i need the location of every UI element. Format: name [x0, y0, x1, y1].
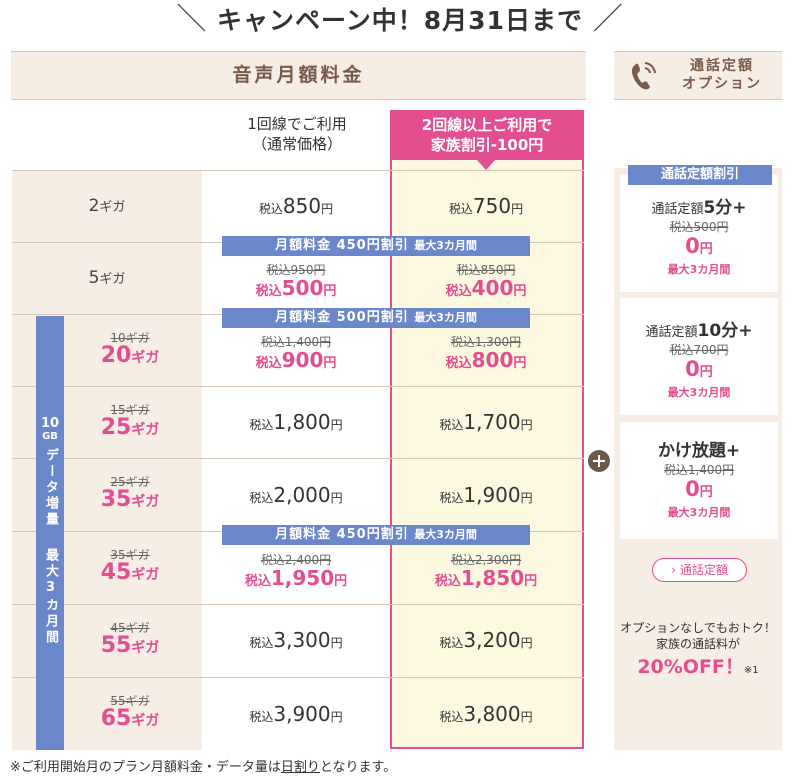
price-20gb-single: 税込900円 — [255, 348, 337, 372]
price-25gb-single: 税込1,800円 — [249, 410, 343, 434]
family-discount-column — [390, 160, 584, 749]
footnote-text: ※ご利用開始月のプラン月額料金・データ量は — [10, 760, 281, 775]
price-55gb-single: 税込3,300円 — [249, 628, 343, 652]
price-2gb-single: 税込850円 — [258, 194, 334, 218]
price-45gb-single: 税込1,950円 — [244, 566, 348, 590]
campaign-banner: ＼ キャンペーン中！8月31日まで ／ — [0, 0, 800, 42]
row-divider — [12, 458, 584, 459]
call-option-title: 通話定額 オプション — [666, 57, 778, 93]
single-line-header-line2: （通常価格） — [251, 135, 342, 153]
plan-65gb-label: 65ギガ — [100, 706, 160, 731]
row-divider — [12, 386, 584, 387]
promo-line2: 家族の通話料が — [655, 637, 740, 651]
option-10min-note: 最大3カ月間 — [667, 386, 731, 399]
plan-2gb-label: 2ギガ — [88, 196, 126, 216]
footnote: ※ご利用開始月のプラン月額料金・データ量は日割りとなります。 — [10, 756, 396, 775]
voice-monthly-fee-header: 音声月額料金 — [11, 51, 586, 100]
old-price-20gb-family: 税込1,300円 — [450, 335, 522, 349]
sidebar-gb: GB — [42, 431, 58, 442]
call-discount-badge: 通話定額割引 — [628, 165, 772, 185]
option-unlimited-title: かけ放題+ — [657, 441, 741, 461]
old-gb-45: 35ギガ — [110, 548, 150, 562]
plan-35gb-label: 35ギガ — [100, 487, 160, 512]
price-55gb-family: 税込3,200円 — [439, 628, 533, 652]
price-20gb-family: 税込800円 — [445, 348, 527, 372]
old-gb-35: 25ギガ — [110, 475, 150, 489]
sidebar-data-increase: データ増量 — [43, 448, 58, 528]
call-option-link-label: 通話定額 — [679, 563, 728, 577]
discount-450-banner-2: 月額料金 450円割引 最大3カ月間 — [222, 525, 530, 545]
row-divider — [12, 604, 584, 605]
option-10min-title: 通話定額10分+ — [645, 321, 753, 341]
option-10min-old-price: 税込700円 — [669, 343, 729, 357]
footnote-text-end: となります。 — [319, 760, 397, 775]
price-65gb-family: 税込3,800円 — [439, 702, 533, 726]
call-option-title-line1: 通話定額 — [690, 58, 754, 74]
plan-20gb-label: 20ギガ — [100, 343, 160, 368]
plus-icon — [588, 450, 610, 472]
option-unlimited-note: 最大3カ月間 — [667, 506, 731, 519]
option-card-unlimited: かけ放題+ 税込1,400円 0円 最大3カ月間 — [620, 422, 778, 539]
banner-slash-right: ／ — [592, 2, 624, 37]
old-price-5gb-single: 税込950円 — [266, 263, 326, 277]
option-5min-price: 0円 — [685, 234, 713, 258]
call-option-header: 通話定額 オプション — [614, 51, 782, 100]
discount-500-banner: 月額料金 500円割引 最大3カ月間 — [222, 308, 530, 328]
old-gb-20: 10ギガ — [110, 331, 150, 345]
plan-45gb-label: 45ギガ — [100, 560, 160, 585]
family-header-line2: 家族割引-100円 — [430, 136, 544, 154]
old-gb-55: 45ギガ — [110, 621, 150, 635]
price-5gb-single: 税込500円 — [255, 276, 337, 300]
option-10min-price: 0円 — [685, 357, 713, 381]
option-5min-note: 最大3カ月間 — [667, 263, 731, 276]
old-gb-65: 55ギガ — [110, 694, 150, 708]
sidebar-max-3-months: 最大3カ月間 — [43, 548, 58, 646]
promo-line1: オプションなしでもおトク！ — [620, 621, 776, 635]
data-bonus-sidebar: 10 GB データ増量 最大3カ月間 — [36, 316, 64, 750]
daily-rate-link[interactable]: 日割り — [280, 760, 320, 775]
price-65gb-single: 税込3,900円 — [249, 702, 343, 726]
plan-55gb-label: 55ギガ — [100, 633, 160, 658]
option-unlimited-old-price: 税込1,400円 — [663, 463, 735, 477]
sidebar-10: 10 — [40, 416, 60, 431]
old-price-45gb-single: 税込2,400円 — [260, 553, 332, 567]
call-option-link-button[interactable]: › 通話定額 — [652, 558, 747, 582]
option-card-10min: 通話定額10分+ 税込700円 0円 最大3カ月間 — [620, 298, 778, 415]
family-discount-column-header: 2回線以上ご利用で 家族割引-100円 — [390, 110, 584, 160]
option-5min-old-price: 税込500円 — [669, 220, 729, 234]
single-line-header-line1: 1回線でご利用 — [247, 115, 347, 133]
old-price-5gb-family: 税込850円 — [456, 263, 516, 277]
row-divider — [12, 170, 584, 171]
banner-slash-left: ＼ — [176, 2, 208, 37]
price-2gb-family: 税込750円 — [448, 194, 524, 218]
single-line-column-header: 1回線でご利用 （通常価格） — [202, 114, 392, 154]
discount-450-banner: 月額料金 450円割引 最大3カ月間 — [222, 236, 530, 256]
promo-20off: 20%OFF！※1 — [637, 656, 759, 678]
chevron-right-icon: › — [671, 563, 676, 577]
option-unlimited-price: 0円 — [685, 477, 713, 501]
plan-5gb-label: 5ギガ — [88, 268, 126, 288]
price-25gb-family: 税込1,700円 — [439, 410, 533, 434]
banner-text: キャンペーン中！8月31日まで — [217, 6, 583, 35]
phone-icon — [631, 62, 656, 90]
old-gb-25: 15ギガ — [110, 403, 150, 417]
family-header-line1: 2回線以上ご利用で — [421, 116, 553, 134]
old-price-45gb-family: 税込2,300円 — [450, 553, 522, 567]
price-5gb-family: 税込400円 — [445, 276, 527, 300]
price-45gb-family: 税込1,850円 — [434, 566, 538, 590]
family-header-arrow — [477, 160, 495, 170]
old-price-20gb-single: 税込1,400円 — [260, 335, 332, 349]
call-option-title-line2: オプション — [682, 76, 762, 92]
option-card-5min: 通話定額5分+ 税込500円 0円 最大3カ月間 — [620, 175, 778, 292]
row-divider — [12, 677, 584, 678]
option-5min-title: 通話定額5分+ — [651, 198, 747, 218]
price-35gb-family: 税込1,900円 — [439, 483, 533, 507]
plan-25gb-label: 25ギガ — [100, 415, 160, 440]
price-35gb-single: 税込2,000円 — [249, 483, 343, 507]
